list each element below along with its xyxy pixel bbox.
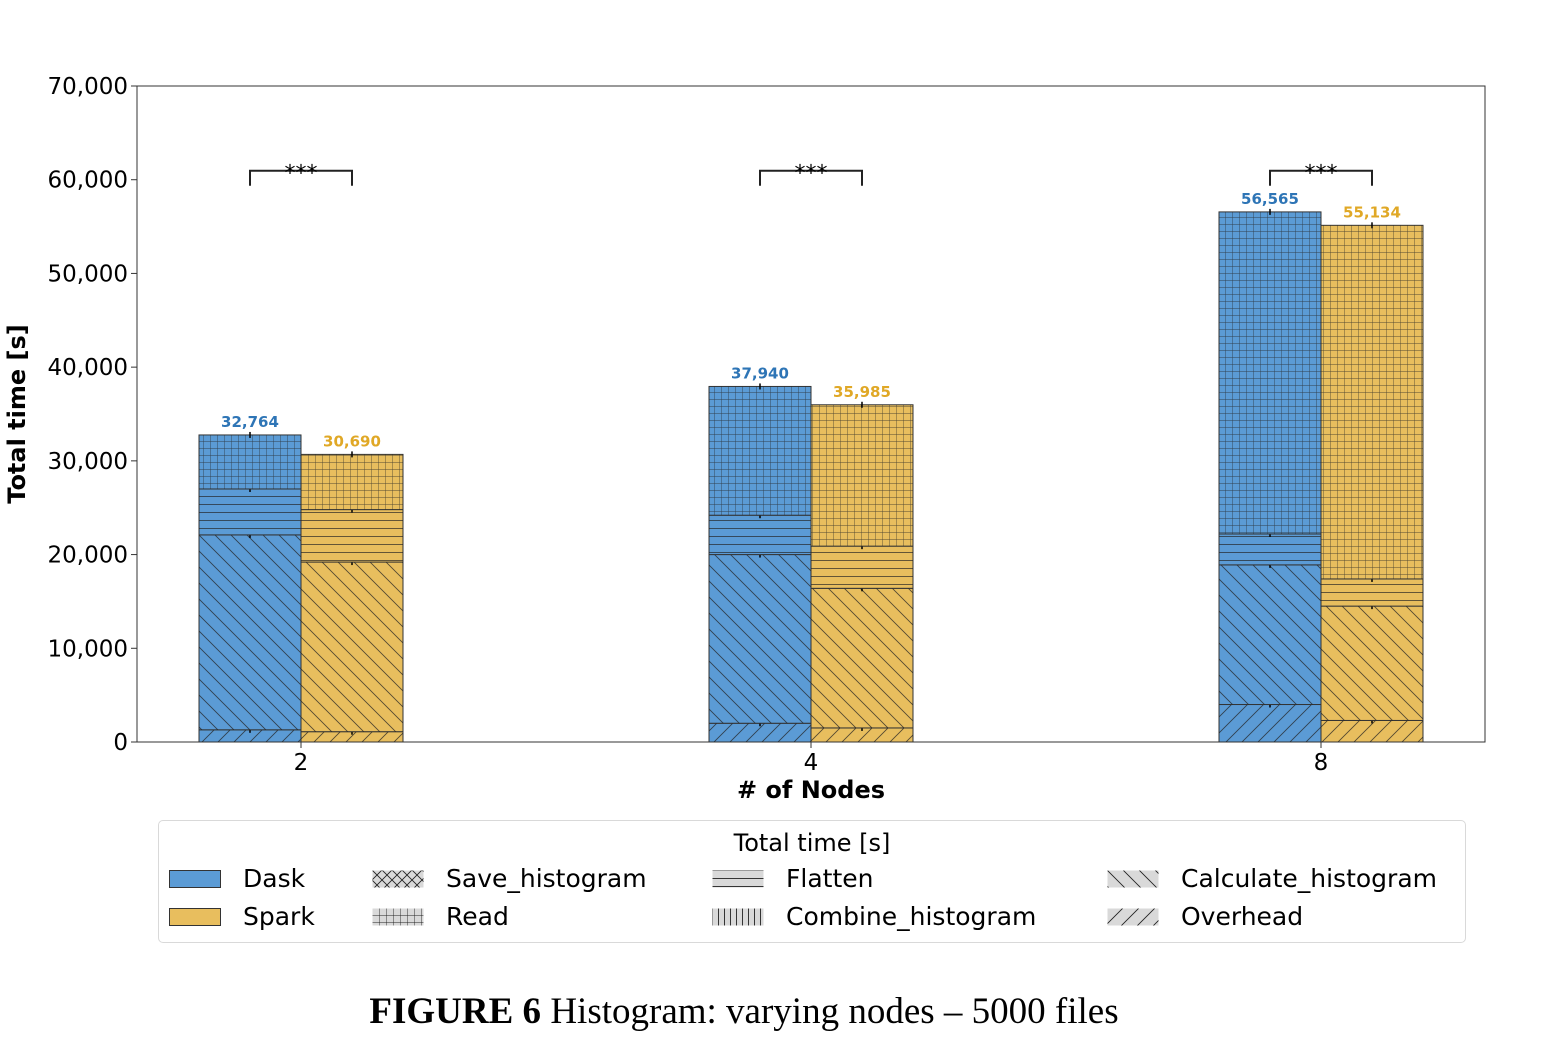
legend-item-calculate-histogram: Calculate_histogram <box>1107 864 1437 893</box>
bar-hatch-dask-8-read <box>1219 211 1321 534</box>
y-tick-label: 0 <box>113 730 128 756</box>
significance-label: *** <box>285 162 318 187</box>
bar-hatch-spark-4-calculate_histogram <box>811 588 913 728</box>
x-axis-label: # of Nodes <box>737 776 885 804</box>
bar-hatch-dask-2-flatten <box>199 488 301 535</box>
significance-label: *** <box>795 162 828 187</box>
legend-swatch <box>1107 908 1159 925</box>
legend-swatch <box>372 908 424 925</box>
bar-hatch-spark-4-flatten <box>811 546 913 589</box>
legend-swatch <box>169 869 221 888</box>
bar-hatch-spark-2-read <box>301 454 403 510</box>
legend-swatch-hatch <box>372 870 424 887</box>
data-label-dask-2: 32,764 <box>221 413 279 431</box>
legend-swatch <box>712 908 764 925</box>
bar-hatch-dask-2-read <box>199 434 301 489</box>
legend-item-save-histogram: Save_histogram <box>372 864 647 893</box>
legend-label: Spark <box>243 902 315 931</box>
legend-item-dask: Dask <box>169 864 305 893</box>
data-label-spark-8: 55,134 <box>1343 203 1401 221</box>
bar-hatch-spark-4-overhead <box>811 727 913 742</box>
figure-caption: FIGURE 6 Histogram: varying nodes – 5000… <box>0 990 1488 1033</box>
legend-label: Calculate_histogram <box>1181 864 1437 893</box>
y-tick-label: 60,000 <box>48 168 128 194</box>
significance-bracket <box>759 169 863 186</box>
bar-hatch-dask-4-flatten <box>709 515 811 555</box>
figure-caption-text: Histogram: varying nodes – 5000 files <box>541 991 1119 1032</box>
significance-bracket <box>249 169 353 186</box>
legend-label: Read <box>446 902 509 931</box>
legend-label: Combine_histogram <box>786 902 1037 931</box>
bar-hatch-spark-8-overhead <box>1321 720 1423 742</box>
legend-item-spark: Spark <box>169 902 315 931</box>
bar-hatch-spark-2-calculate_histogram <box>301 562 403 732</box>
bar-hatch-dask-2-calculate_histogram <box>199 534 301 730</box>
bars-group: 32,764 30,690 37,940 35,985 56,565 55,134 <box>198 190 1424 743</box>
y-tick-label: 10,000 <box>48 636 128 662</box>
bar-hatch-spark-8-calculate_histogram <box>1321 606 1423 721</box>
bar-hatch-spark-8-read <box>1321 225 1423 579</box>
y-tick-label: 30,000 <box>48 449 128 475</box>
significance-bracket <box>1269 169 1373 186</box>
significance-label: *** <box>1305 162 1338 187</box>
legend-swatch-hatch <box>1107 870 1159 887</box>
legend-title: Total time [s] <box>733 829 891 857</box>
legend-label: Flatten <box>786 864 874 893</box>
y-axis-label: Total time [s] <box>3 324 31 503</box>
y-axis: 0 10,000 20,000 30,000 40,000 50,000 60,000 70,… <box>48 74 137 756</box>
figure-caption-label: FIGURE 6 <box>369 991 542 1032</box>
bar-hatch-dask-4-overhead <box>709 723 811 742</box>
legend-swatch-hatch <box>712 870 764 887</box>
legend-item-flatten: Flatten <box>712 864 873 893</box>
legend: Total time [s] Dask Spark Save_histogram Re… <box>158 820 1466 943</box>
x-axis: 2 4 8 <box>294 742 1329 776</box>
bar-hatch-dask-4-read <box>709 386 811 516</box>
legend-item-read: Read <box>372 902 509 931</box>
legend-swatch <box>372 870 424 887</box>
bar-hatch-spark-2-overhead <box>301 731 403 742</box>
bar-hatch-spark-2-flatten <box>301 509 403 563</box>
data-label-spark-4: 35,985 <box>833 383 891 401</box>
data-label-dask-8: 56,565 <box>1241 190 1299 208</box>
legend-swatch <box>1107 870 1159 887</box>
data-label-dask-4: 37,940 <box>731 364 789 382</box>
y-tick-label: 20,000 <box>48 543 128 569</box>
legend-item-combine-histogram: Combine_histogram <box>712 902 1036 931</box>
y-tick-label: 40,000 <box>48 355 128 381</box>
y-tick-label: 70,000 <box>48 74 128 100</box>
bar-hatch-dask-2-overhead <box>199 729 301 742</box>
stacked-bar-chart: 32,764 30,690 37,940 35,985 56,565 55,134 ***… <box>3 74 1486 804</box>
legend-swatch-fill <box>169 869 221 888</box>
legend-label: Overhead <box>1181 902 1304 931</box>
x-tick-label: 4 <box>804 750 819 776</box>
legend-swatch-hatch <box>1107 908 1159 925</box>
significance-brackets: *** *** *** <box>249 162 1373 187</box>
bar-hatch-spark-4-read <box>811 404 913 547</box>
legend-swatch-hatch <box>712 908 764 925</box>
bar-hatch-spark-8-flatten <box>1321 578 1423 607</box>
legend-swatch <box>169 907 221 926</box>
legend-label: Save_histogram <box>446 864 647 893</box>
legend-swatch-hatch <box>372 908 424 925</box>
data-label-spark-2: 30,690 <box>323 432 381 450</box>
bar-hatch-dask-8-overhead <box>1219 704 1321 742</box>
x-tick-label: 8 <box>1314 750 1329 776</box>
bar-hatch-dask-8-calculate_histogram <box>1219 564 1321 705</box>
legend-swatch <box>712 870 764 887</box>
bar-hatch-dask-4-calculate_histogram <box>709 554 811 724</box>
legend-label: Dask <box>243 864 306 893</box>
legend-item-overhead: Overhead <box>1107 902 1303 931</box>
x-tick-label: 2 <box>294 750 309 776</box>
y-tick-label: 50,000 <box>48 261 128 287</box>
legend-swatch-fill <box>169 907 221 926</box>
bar-hatch-dask-8-flatten <box>1219 533 1321 565</box>
